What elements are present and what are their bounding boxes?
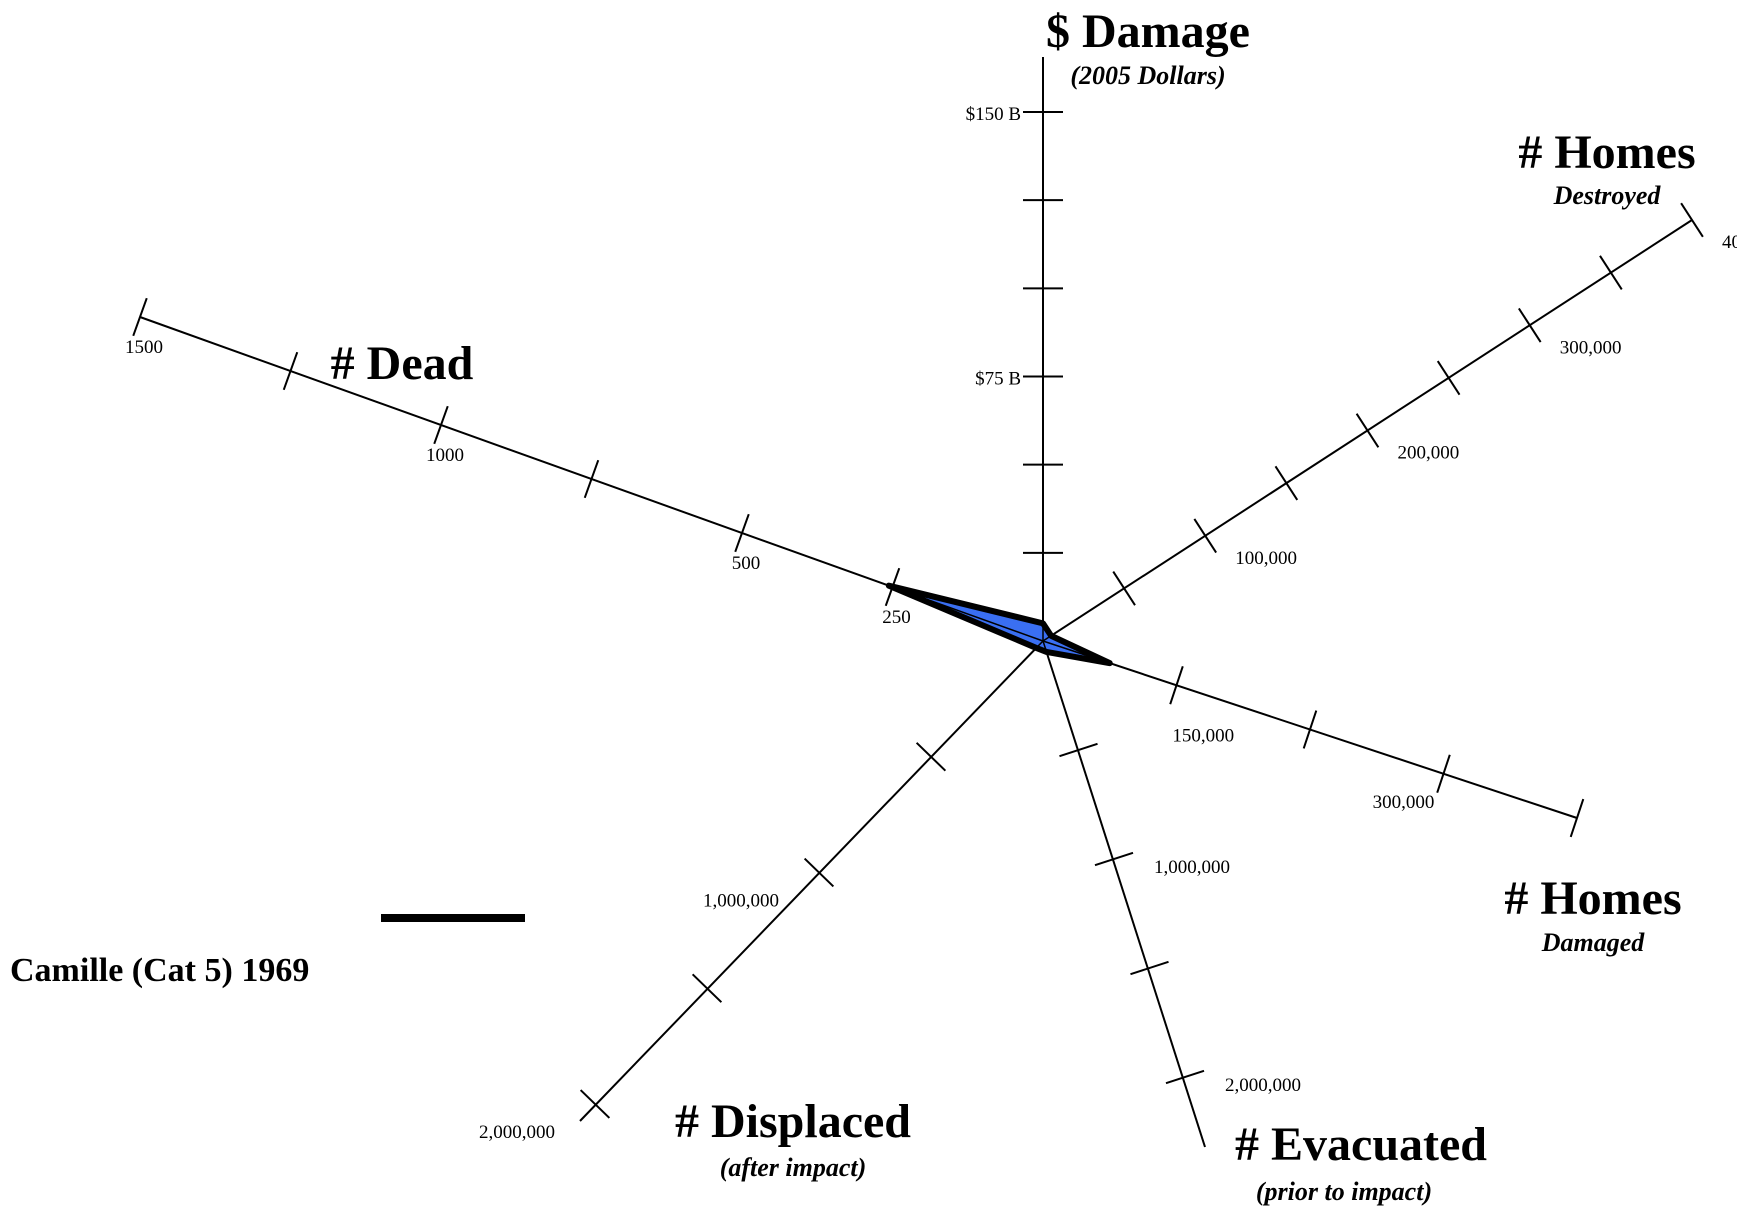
tick-mark-homes-destroyed bbox=[1680, 202, 1704, 238]
tick-mark-homes-destroyed bbox=[1274, 465, 1299, 501]
axis-title-homes-damaged: # Homes bbox=[1504, 872, 1681, 925]
axis-title-damage: $ Damage bbox=[1046, 5, 1250, 58]
axis-title-dead: # Dead bbox=[331, 337, 474, 390]
labels-layer: $150 B $75 B $ Damage (2005 Dollars) 400,000… bbox=[125, 5, 1737, 1206]
tick-mark-evacuated bbox=[1059, 742, 1098, 758]
tick-mark-homes-damaged bbox=[1569, 798, 1585, 838]
tick-mark-displaced bbox=[803, 857, 835, 888]
tick-mark-homes-destroyed bbox=[1193, 518, 1217, 554]
tick-mark-evacuated bbox=[1130, 960, 1169, 976]
tick-mark-homes-damaged bbox=[1169, 665, 1184, 705]
tick-mark-dead bbox=[734, 513, 750, 553]
tick-mark-evacuated bbox=[1165, 1069, 1205, 1085]
tick-label-homes-destroyed: 100,000 bbox=[1235, 548, 1297, 569]
axis-subtitle-evacuated: (prior to impact) bbox=[1256, 1177, 1432, 1206]
axis-subtitle-displaced: (after impact) bbox=[720, 1153, 867, 1182]
axis-overlay-homes-damaged bbox=[1042, 640, 1110, 664]
tick-label-homes-damaged: 300,000 bbox=[1373, 792, 1435, 813]
axis-overlay-displaced bbox=[1035, 640, 1044, 649]
tick-mark-displaced bbox=[915, 742, 947, 772]
tick-mark-evacuated bbox=[1094, 851, 1134, 867]
tick-mark-homes-damaged bbox=[1436, 754, 1451, 794]
axis-subtitle-homes-destroyed: Destroyed bbox=[1553, 181, 1662, 210]
tick-label-dead: 500 bbox=[732, 553, 761, 574]
tick-label-dead: 250 bbox=[882, 607, 911, 628]
tick-mark-homes-destroyed bbox=[1112, 571, 1136, 606]
tick-label-dead: 1000 bbox=[426, 445, 464, 466]
tick-mark-homes-destroyed bbox=[1518, 307, 1542, 343]
axis-overlay-homes-destroyed bbox=[1042, 635, 1052, 642]
tick-label-homes-destroyed: 200,000 bbox=[1398, 443, 1460, 464]
tick-mark-dead bbox=[433, 405, 449, 445]
axis-overlay-evacuated bbox=[1042, 640, 1048, 653]
tick-label-evacuated: 1,000,000 bbox=[1154, 857, 1230, 878]
axes-layer bbox=[132, 57, 1704, 1148]
tick-label-homes-destroyed: 300,000 bbox=[1560, 337, 1622, 358]
tick-mark-displaced bbox=[691, 973, 723, 1003]
axis-title-homes-destroyed: # Homes bbox=[1518, 126, 1695, 179]
tick-mark-displaced bbox=[579, 1089, 611, 1119]
tick-mark-homes-damaged bbox=[1302, 710, 1318, 749]
tick-label-damage: $75 B bbox=[975, 369, 1021, 390]
legend: Camille (Cat 5) 1969 bbox=[10, 914, 525, 989]
tick-label-dead: 1500 bbox=[125, 337, 163, 358]
tick-mark-homes-destroyed bbox=[1436, 360, 1461, 396]
tick-mark-dead bbox=[583, 459, 600, 499]
tick-mark-dead bbox=[132, 297, 148, 337]
legend-series-label: Camille (Cat 5) 1969 bbox=[10, 952, 309, 989]
data-polygon-layer bbox=[885, 582, 1113, 667]
axis-line-displaced bbox=[579, 640, 1044, 1122]
axis-subtitle-damage: (2005 Dollars) bbox=[1070, 61, 1225, 90]
axis-title-evacuated: # Evacuated bbox=[1235, 1118, 1487, 1171]
tick-label-displaced: 1,000,000 bbox=[703, 891, 779, 912]
tick-label-displaced: 2,000,000 bbox=[479, 1122, 555, 1143]
tick-label-homes-destroyed: 400,000 bbox=[1722, 232, 1737, 253]
axis-overlay-dead bbox=[888, 584, 1044, 642]
tick-mark-homes-destroyed bbox=[1355, 413, 1380, 448]
tick-mark-dead bbox=[282, 351, 299, 391]
axis-subtitle-homes-damaged: Damaged bbox=[1541, 928, 1646, 957]
tick-mark-homes-destroyed bbox=[1599, 255, 1623, 290]
axis-title-displaced: # Displaced bbox=[675, 1095, 911, 1148]
tick-label-homes-damaged: 150,000 bbox=[1172, 725, 1234, 746]
axis-line-evacuated bbox=[1042, 640, 1206, 1148]
tick-label-evacuated: 2,000,000 bbox=[1225, 1075, 1301, 1096]
tick-label-damage: $150 B bbox=[966, 104, 1021, 125]
